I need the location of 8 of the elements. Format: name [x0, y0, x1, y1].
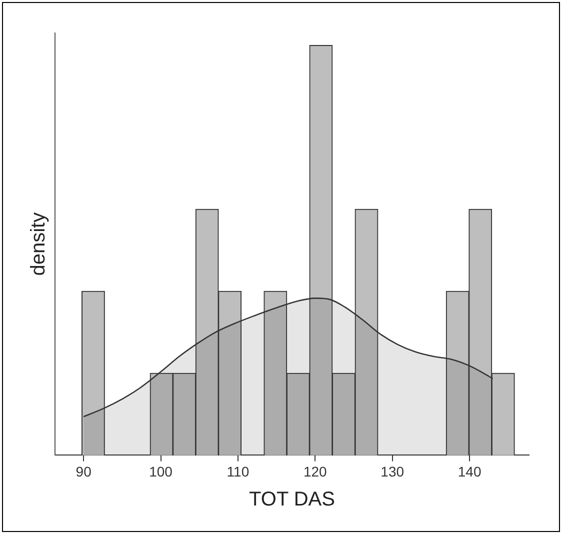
y-axis-title: density: [28, 212, 50, 276]
x-tick-label: 110: [226, 463, 250, 480]
x-tick-label: 120: [303, 463, 328, 480]
x-tick-label: 100: [149, 463, 173, 480]
x-tick-label: 140: [458, 463, 482, 480]
x-tick-label: 130: [380, 463, 404, 480]
x-tick-label: 90: [76, 463, 92, 480]
x-axis-title: TOT DAS: [249, 488, 335, 511]
